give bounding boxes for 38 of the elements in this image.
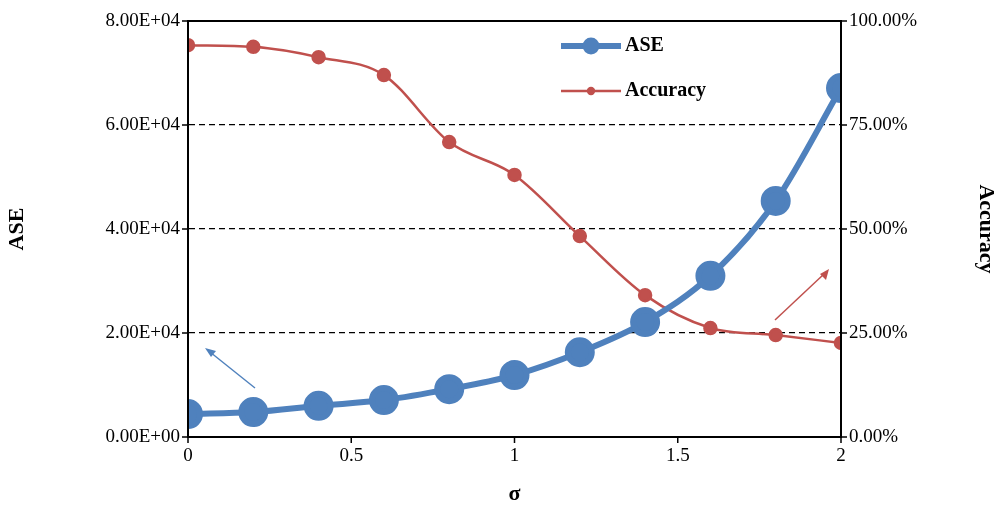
y2-tick-label: 0.00% [849, 424, 899, 446]
point [564, 337, 595, 368]
y2-axis-title: Accuracy [975, 184, 1001, 274]
y2-tick-label: 25.00% [849, 320, 908, 342]
point [441, 134, 457, 150]
point [572, 228, 588, 244]
y-tick-label: 8.00E+04 [105, 8, 181, 30]
x-tick-label: 0.5 [339, 444, 364, 466]
x-axis-title: σ [508, 480, 521, 506]
y-tick-label: 2.00E+04 [105, 320, 181, 342]
y2-tick-label: 100.00% [849, 8, 918, 30]
point [703, 320, 718, 336]
x-tick-label: 1.5 [665, 444, 690, 466]
x-tick-label: 0 [183, 444, 193, 466]
y-tick-label: 6.00E+04 [105, 112, 181, 134]
y2-tick-label: 75.00% [849, 112, 908, 134]
legend-label: Accuracy [625, 78, 707, 102]
point [376, 67, 392, 83]
point [434, 374, 465, 405]
point [238, 397, 269, 428]
y-axis-title: ASE [2, 207, 28, 251]
legend-label: ASE [625, 33, 664, 56]
x-tick-label: 2 [836, 444, 846, 466]
point [499, 360, 530, 391]
point [760, 185, 791, 216]
y-tick-label: 4.00E+04 [105, 216, 181, 238]
point [630, 307, 661, 338]
point [246, 39, 261, 55]
point [507, 167, 522, 183]
point [695, 260, 726, 291]
y-tick-label: 0.00E+00 [105, 424, 180, 446]
x-tick-label: 1 [509, 444, 520, 466]
point [768, 327, 783, 343]
y2-tick-label: 50.00% [849, 216, 908, 238]
point [637, 287, 653, 303]
point [311, 49, 326, 65]
point [368, 385, 399, 416]
point [303, 390, 334, 421]
